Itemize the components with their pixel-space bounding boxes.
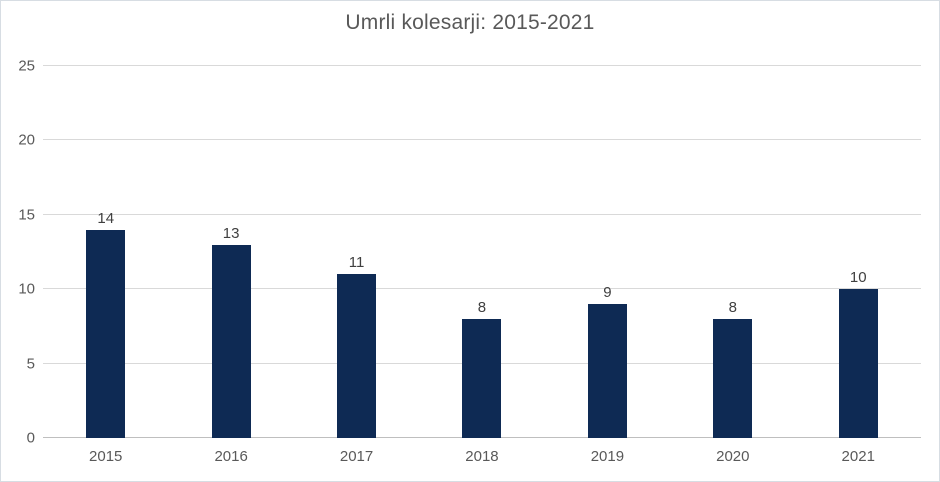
bar-column-2015: 14 — [43, 66, 168, 438]
bar-column-2017: 11 — [294, 66, 419, 438]
y-axis-tick-label: 25 — [18, 57, 35, 75]
gridline — [43, 288, 921, 290]
gridline — [43, 213, 921, 215]
chart-title: Umrli kolesarji: 2015-2021 — [345, 11, 595, 34]
bar-2016 — [211, 244, 251, 438]
bar-data-label: 10 — [849, 269, 867, 287]
x-axis-tick-label: 2018 — [465, 448, 499, 465]
x-axis-tick-label: 2016 — [214, 448, 248, 465]
bar-2020 — [713, 318, 753, 438]
x-axis-tick-label: 2021 — [841, 448, 875, 465]
y-axis-tick-label: 0 — [26, 429, 35, 447]
bar-data-label: 9 — [603, 284, 612, 302]
x-axis-tick-label: 2015 — [89, 448, 123, 465]
gridline — [43, 65, 921, 66]
y-axis-tick-label: 20 — [18, 131, 35, 149]
bar-column-2020: 8 — [670, 66, 795, 438]
bar-column-2021: 10 — [796, 66, 921, 438]
bar-data-label: 11 — [348, 254, 365, 272]
bar-data-label: 8 — [477, 298, 487, 316]
gridline — [43, 139, 921, 141]
bar-data-label: 13 — [222, 224, 240, 242]
bar-column-2019: 9 — [545, 66, 670, 438]
x-axis-labels: 2015 2016 2017 2018 2019 2020 2021 — [43, 448, 921, 465]
y-axis-tick-label: 15 — [18, 206, 35, 224]
bar-data-label: 14 — [97, 209, 115, 227]
bar-2019 — [587, 304, 627, 438]
y-axis-tick-label: 5 — [26, 355, 35, 373]
bars-row: 14 13 11 8 9 8 10 — [43, 66, 921, 438]
x-axis-tick-label: 2019 — [590, 448, 625, 465]
x-axis-tick-label: 2020 — [716, 448, 750, 465]
bar-2015 — [86, 229, 126, 438]
bar-2018 — [462, 318, 502, 438]
bar-column-2018: 8 — [419, 66, 544, 438]
y-axis-tick-label: 10 — [18, 280, 35, 298]
bar-column-2016: 13 — [168, 66, 293, 438]
bar-2017 — [337, 274, 377, 438]
x-axis-tick-label: 2017 — [339, 448, 374, 465]
bar-2021 — [838, 289, 878, 438]
bar-data-label: 8 — [728, 298, 737, 316]
plot-area: 0 5 10 15 20 25 14 13 11 8 9 8 10 — [18, 58, 921, 447]
